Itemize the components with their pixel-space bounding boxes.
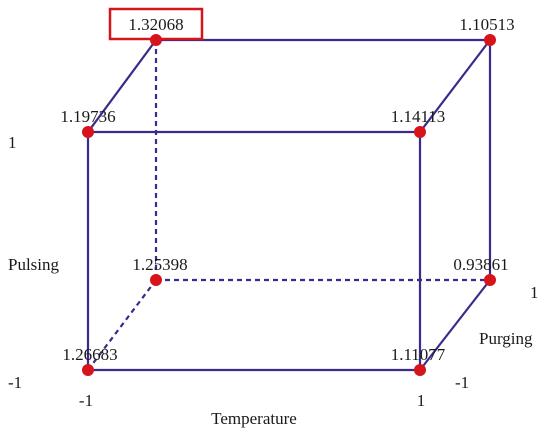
vertex-back-top-right (484, 34, 496, 46)
axis-purging-high: 1 (530, 283, 539, 302)
axis-pulsing-high: 1 (8, 133, 17, 152)
axis-purging-low: -1 (455, 373, 469, 392)
edge-bottom-left-depth-hidden (87, 279, 157, 371)
value-back-top-right: 1.10513 (459, 15, 514, 34)
vertex-front-top-left (82, 126, 94, 138)
axis-temperature-low: -1 (79, 391, 93, 410)
axis-label-purging: Purging (479, 329, 533, 348)
edge-top-left-depth (87, 39, 157, 133)
edge-top-right-depth (419, 39, 491, 133)
vertex-back-top-left (150, 34, 162, 46)
axis-temperature-high: 1 (417, 391, 426, 410)
value-back-bottom-left: 1.25398 (132, 255, 187, 274)
vertex-front-top-right (414, 126, 426, 138)
axis-pulsing-low: -1 (8, 373, 22, 392)
axis-label-pulsing: Pulsing (8, 255, 60, 274)
value-back-top-left: 1.32068 (128, 15, 183, 34)
vertex-front-bottom-right (414, 364, 426, 376)
value-back-bottom-right: 0.93861 (453, 255, 508, 274)
vertex-back-bottom-left (150, 274, 162, 286)
vertex-front-bottom-left (82, 364, 94, 376)
edge-bottom-right-depth (419, 279, 491, 371)
value-front-top-right: 1.14113 (391, 107, 446, 126)
value-front-top-left: 1.19736 (60, 107, 115, 126)
vertex-back-bottom-right (484, 274, 496, 286)
axis-label-temperature: Temperature (211, 409, 297, 428)
value-front-bottom-right: 1.11077 (391, 345, 446, 364)
value-front-bottom-left: 1.26683 (62, 345, 117, 364)
